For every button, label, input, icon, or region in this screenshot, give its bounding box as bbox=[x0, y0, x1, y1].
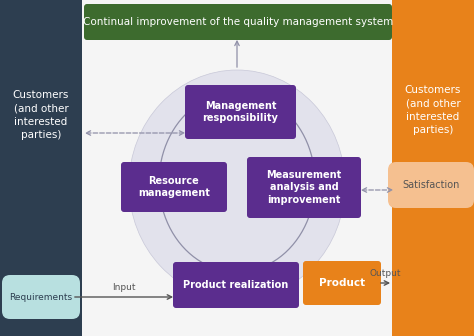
Text: Product: Product bbox=[319, 278, 365, 288]
FancyBboxPatch shape bbox=[303, 261, 381, 305]
FancyBboxPatch shape bbox=[173, 262, 299, 308]
Text: Requirements: Requirements bbox=[9, 293, 73, 301]
Text: Output: Output bbox=[369, 268, 401, 278]
Text: Customers
(and other
interested
parties): Customers (and other interested parties) bbox=[13, 90, 69, 140]
FancyBboxPatch shape bbox=[121, 162, 227, 212]
Bar bbox=[392, 0, 474, 336]
FancyBboxPatch shape bbox=[247, 157, 361, 218]
Bar bbox=[0, 0, 82, 336]
FancyBboxPatch shape bbox=[185, 85, 296, 139]
Text: Satisfaction: Satisfaction bbox=[402, 180, 460, 190]
Text: Measurement
analysis and
improvement: Measurement analysis and improvement bbox=[266, 170, 342, 205]
FancyBboxPatch shape bbox=[84, 4, 392, 40]
FancyBboxPatch shape bbox=[388, 162, 474, 208]
FancyBboxPatch shape bbox=[2, 275, 80, 319]
Ellipse shape bbox=[129, 70, 345, 300]
Text: Customers
(and other
interested
parties): Customers (and other interested parties) bbox=[405, 85, 461, 135]
Text: Product realization: Product realization bbox=[183, 280, 289, 290]
Text: Resource
management: Resource management bbox=[138, 176, 210, 198]
Text: Continual improvement of the quality management system: Continual improvement of the quality man… bbox=[83, 17, 393, 27]
Text: Management
responsibility: Management responsibility bbox=[202, 101, 278, 123]
Text: Input: Input bbox=[112, 283, 136, 292]
